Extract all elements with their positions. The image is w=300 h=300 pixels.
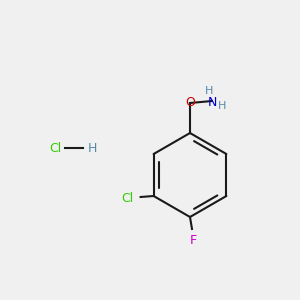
Text: H: H: [87, 142, 97, 154]
Text: N: N: [207, 97, 217, 110]
Text: O: O: [185, 97, 195, 110]
Text: H: H: [205, 86, 213, 96]
Text: Cl: Cl: [122, 191, 134, 205]
Text: F: F: [189, 235, 197, 248]
Text: H: H: [218, 101, 226, 111]
Text: Cl: Cl: [49, 142, 61, 154]
